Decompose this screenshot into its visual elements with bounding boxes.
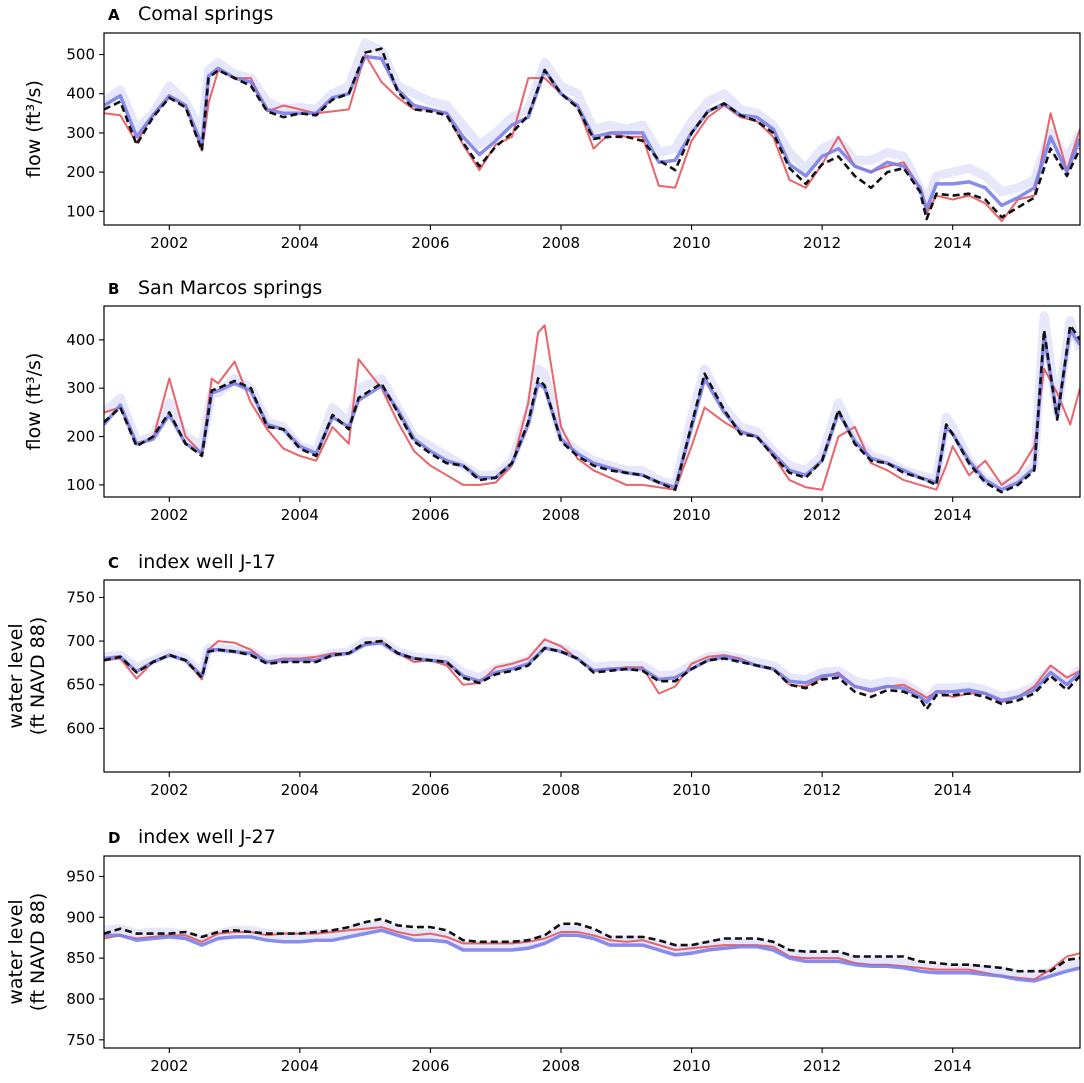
series-line-ensemble xyxy=(104,38,1080,208)
y-tick-label: 850 xyxy=(66,949,95,967)
panel-c: C index well J-17 water level (ft NAVD 88… xyxy=(5,551,1081,799)
y-axis-label-line: (ft NAVD 88) xyxy=(27,893,49,1012)
x-tick-label: 2012 xyxy=(803,781,841,799)
y-tick-label: 200 xyxy=(66,428,95,446)
x-tick-label: 2004 xyxy=(281,1057,319,1075)
series-line-predicted xyxy=(104,47,1080,221)
y-tick-label: 100 xyxy=(66,476,95,494)
x-tick-label: 2004 xyxy=(281,781,319,799)
x-tick-label: 2010 xyxy=(672,1057,710,1075)
x-tick-label: 2014 xyxy=(934,1057,972,1075)
y-tick-label: 950 xyxy=(66,867,95,885)
panel-title: index well J-17 xyxy=(138,551,276,573)
x-tick-label: 2008 xyxy=(542,234,580,252)
x-tick-label: 2010 xyxy=(672,506,710,524)
y-tick-label: 300 xyxy=(66,124,95,142)
x-tick-label: 2004 xyxy=(281,234,319,252)
x-tick-label: 2012 xyxy=(803,234,841,252)
x-tick-label: 2006 xyxy=(411,781,449,799)
x-tick-label: 2014 xyxy=(934,506,972,524)
y-axis-label: flow (ft³/s) xyxy=(23,353,45,451)
y-tick-label: 400 xyxy=(66,331,95,349)
series-group xyxy=(104,917,1080,983)
series-line-predicted xyxy=(104,324,1080,494)
x-tick-label: 2008 xyxy=(542,1057,580,1075)
series-line-observed xyxy=(104,324,1080,491)
axes-frame xyxy=(103,855,1081,1049)
y-tick-label: 600 xyxy=(66,719,95,737)
x-tick-label: 2002 xyxy=(150,234,188,252)
x-tick-label: 2014 xyxy=(934,781,972,799)
axes-frame xyxy=(103,32,1081,226)
series-group xyxy=(104,38,1080,223)
y-axis-label: water level (ft NAVD 88) xyxy=(5,893,49,1012)
plot-area: 2002 2004 2006 2008 2010 2012 2014 600 650 700 750 xyxy=(66,588,1080,799)
panel-b: B San Marcos springs flow (ft³/s) 2002 20… xyxy=(23,277,1081,524)
panel-letter: A xyxy=(108,6,120,24)
x-tick-label: 2006 xyxy=(411,234,449,252)
y-tick-label: 100 xyxy=(66,202,95,220)
y-axis-label-text: flow (ft³/s) xyxy=(23,80,45,178)
panel-title: San Marcos springs xyxy=(138,277,322,299)
panel-letter: D xyxy=(108,829,120,847)
x-tick-label: 2010 xyxy=(672,234,710,252)
y-tick-label: 700 xyxy=(66,632,95,650)
series-line-mean xyxy=(104,54,1080,212)
x-tick-label: 2014 xyxy=(934,234,972,252)
y-axis-label-line: (ft NAVD 88) xyxy=(27,617,49,736)
series-line-observed xyxy=(104,926,1080,981)
y-tick-label: 900 xyxy=(66,908,95,926)
y-axis-label: water level (ft NAVD 88) xyxy=(5,617,49,736)
panel-letter: B xyxy=(108,280,119,298)
y-tick-label: 750 xyxy=(66,588,95,606)
plot-area: 2002 2004 2006 2008 2010 2012 2014 100 200 300 400 xyxy=(66,311,1080,524)
y-tick-label: 500 xyxy=(66,46,95,64)
y-axis-label-text: flow (ft³/s) xyxy=(23,353,45,451)
plot-area: 2002 2004 2006 2008 2010 2012 2014 100 200 300 400… xyxy=(66,38,1080,252)
y-tick-label: 800 xyxy=(66,990,95,1008)
x-tick-label: 2006 xyxy=(411,1057,449,1075)
y-tick-label: 200 xyxy=(66,163,95,181)
y-tick-label: 650 xyxy=(66,676,95,694)
panel-title: Comal springs xyxy=(138,3,273,25)
series-group xyxy=(104,311,1080,494)
series-line-mean xyxy=(104,928,1080,983)
x-tick-label: 2012 xyxy=(803,506,841,524)
series-line-predicted xyxy=(104,639,1080,711)
panel-a: A Comal springs flow (ft³/s) 2002 2004 200… xyxy=(23,3,1081,252)
y-axis-label-line: water level xyxy=(5,623,27,728)
x-tick-label: 2008 xyxy=(542,506,580,524)
axes-frame xyxy=(103,579,1081,773)
series-line-predicted xyxy=(104,917,1080,973)
y-tick-label: 750 xyxy=(66,1031,95,1049)
panel-letter: C xyxy=(108,554,119,572)
y-tick-label: 300 xyxy=(66,379,95,397)
axes-frame xyxy=(103,305,1081,498)
x-tick-label: 2006 xyxy=(411,506,449,524)
y-axis-label: flow (ft³/s) xyxy=(23,80,45,178)
panel-d: D index well J-27 water level (ft NAVD 88… xyxy=(5,826,1081,1075)
plot-area: 2002 2004 2006 2008 2010 2012 2014 750 800 850 900… xyxy=(66,867,1080,1075)
x-tick-label: 2002 xyxy=(150,1057,188,1075)
x-tick-label: 2002 xyxy=(150,506,188,524)
series-group xyxy=(104,636,1080,711)
x-tick-label: 2010 xyxy=(672,781,710,799)
panel-title: index well J-27 xyxy=(138,826,276,848)
x-tick-label: 2008 xyxy=(542,781,580,799)
x-tick-label: 2004 xyxy=(281,506,319,524)
y-tick-label: 400 xyxy=(66,85,95,103)
x-tick-label: 2012 xyxy=(803,1057,841,1075)
y-axis-label-line: water level xyxy=(5,899,27,1004)
x-tick-label: 2002 xyxy=(150,781,188,799)
